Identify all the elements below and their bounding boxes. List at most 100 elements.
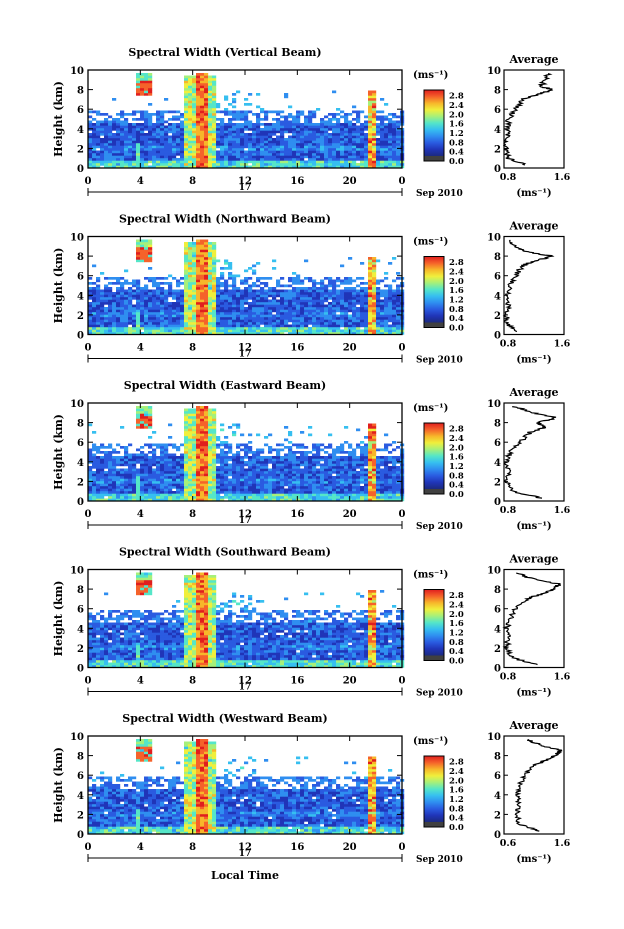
heatmap-cell <box>208 289 213 293</box>
heatmap-cell <box>148 254 153 258</box>
heatmap-cell <box>140 488 145 492</box>
heatmap-cell <box>256 138 261 141</box>
heatmap-cell <box>108 130 113 134</box>
heatmap-cell <box>384 314 389 318</box>
heatmap-cell <box>392 148 397 151</box>
heatmap-cell <box>328 317 333 320</box>
heatmap-cell <box>388 297 393 300</box>
colorbar-tick-label: 2.0 <box>449 110 464 120</box>
heatmap-cell <box>96 279 101 283</box>
heatmap-cell <box>108 292 113 295</box>
heatmap-cell <box>120 160 125 164</box>
heatmap-cell <box>276 307 281 310</box>
heatmap-cell <box>216 110 221 114</box>
heatmap-cell <box>228 284 233 288</box>
x-tick-label: 4 <box>137 343 144 354</box>
heatmap-cell <box>112 163 117 166</box>
heatmap-cell <box>316 322 321 325</box>
heatmap-cell <box>232 327 237 330</box>
heatmap-cell <box>220 471 225 474</box>
heatmap-cell <box>104 299 109 303</box>
heatmap-cell <box>316 289 321 293</box>
heatmap-cell <box>336 148 341 151</box>
heatmap-cell <box>164 150 169 154</box>
heatmap-cell <box>144 284 149 288</box>
month-label: Sep 2010 <box>416 189 463 199</box>
heatmap-cell <box>216 160 221 164</box>
heatmap-cell <box>192 299 197 303</box>
heatmap-cell <box>220 302 225 305</box>
heatmap-cell <box>216 135 221 139</box>
heatmap-cell <box>208 78 213 81</box>
heatmap-cell <box>196 491 201 494</box>
heatmap-cell <box>388 135 393 139</box>
heatmap-cell <box>176 493 181 497</box>
heatmap-cell <box>100 125 105 129</box>
heatmap-cell <box>188 491 193 494</box>
heatmap-cell <box>184 140 189 144</box>
heatmap-cell <box>392 478 397 482</box>
heatmap-cell <box>124 332 129 335</box>
heatmap-cell <box>380 115 385 119</box>
heatmap-cell <box>316 302 321 305</box>
heatmap-cell <box>228 473 233 477</box>
heatmap-cell <box>312 294 317 298</box>
heatmap-cell <box>244 277 249 280</box>
heatmap-cell <box>336 463 341 467</box>
heatmap-cell <box>136 309 141 313</box>
heatmap-cell <box>244 103 249 106</box>
heatmap-cell <box>292 312 297 315</box>
heatmap-cell <box>200 108 205 111</box>
heatmap-cell <box>320 145 325 149</box>
heatmap-cell <box>172 327 177 330</box>
heatmap-cell <box>372 496 377 499</box>
heatmap-cell <box>280 478 285 482</box>
heatmap-cell <box>168 163 173 166</box>
heatmap-cell <box>260 130 265 134</box>
heatmap-cell <box>92 493 97 497</box>
heatmap-cell <box>312 304 317 308</box>
heatmap-cell <box>344 466 349 469</box>
heatmap-cell <box>368 292 373 295</box>
heatmap-cell <box>244 115 249 119</box>
heatmap-cell <box>376 299 381 303</box>
heatmap-cell <box>184 269 189 273</box>
heatmap-cell <box>172 332 177 335</box>
heatmap-cell <box>212 75 217 79</box>
heatmap-cell <box>272 155 277 159</box>
heatmap-cell <box>300 488 305 492</box>
heatmap-cell <box>112 118 117 121</box>
heatmap-cell <box>312 322 317 325</box>
heatmap-cell <box>276 110 281 114</box>
heatmap-cell <box>96 327 101 330</box>
heatmap-cell <box>200 85 205 89</box>
heatmap-cell <box>116 332 121 335</box>
heatmap-cell <box>360 496 365 499</box>
heatmap-cell <box>240 491 245 494</box>
heatmap-cell <box>204 317 209 320</box>
heatmap-cell <box>124 135 129 139</box>
heatmap-cell <box>148 75 153 79</box>
heatmap-cell <box>128 155 133 159</box>
heatmap-cell <box>224 324 229 328</box>
heatmap-cell <box>316 473 321 477</box>
heatmap-cell <box>216 287 221 290</box>
heatmap-cell <box>248 93 253 96</box>
heatmap-cell <box>196 148 201 151</box>
heatmap-cell <box>212 471 217 474</box>
heatmap-cell <box>384 483 389 487</box>
heatmap-cell <box>392 486 397 489</box>
heatmap-cell <box>340 135 345 139</box>
heatmap-cell <box>264 155 269 159</box>
heatmap-cell <box>136 247 141 250</box>
heatmap-cell <box>216 486 221 489</box>
heatmap-cell <box>312 476 317 479</box>
heatmap-cell <box>120 135 125 139</box>
heatmap-cell <box>240 155 245 159</box>
heatmap-cell <box>176 143 181 146</box>
heatmap-cell <box>232 466 237 469</box>
heatmap-cell <box>332 153 337 156</box>
heatmap-cell <box>328 128 333 131</box>
heatmap-cell <box>260 493 265 497</box>
heatmap-cell <box>348 314 353 318</box>
